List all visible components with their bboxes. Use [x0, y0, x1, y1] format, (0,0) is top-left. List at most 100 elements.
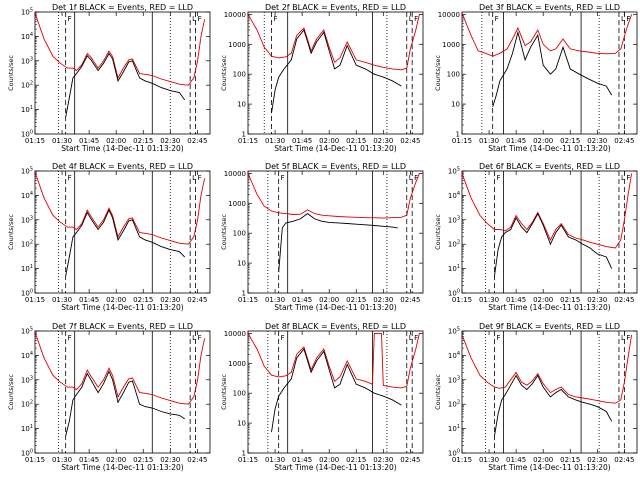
y-tick-label: 102: [21, 81, 33, 90]
x-tick-label: 01:30: [479, 456, 499, 464]
x-tick-label: 02:30: [587, 296, 607, 304]
plot-frame: [247, 170, 424, 294]
x-tick-label: 02:00: [106, 296, 126, 304]
series-line-lld: [248, 173, 420, 219]
series-line-lld: [35, 12, 206, 86]
x-tick-label: 02:15: [133, 456, 153, 464]
y-tick-label: 1: [242, 290, 246, 298]
series-line-events: [492, 30, 613, 108]
x-tick-label: 01:45: [292, 137, 312, 145]
y-tick-label: 100: [21, 289, 33, 298]
detector-panel-7: Det 7f BLACK = Events, RED = LLD 100 101 10…: [7, 322, 211, 472]
detector-panel-2: Det 2f BLACK = Events, RED = LLD 1 10 100 10…: [220, 3, 424, 153]
y-tick-label: 101: [448, 424, 460, 433]
flag-marker: F: [281, 174, 285, 182]
x-axis-label: Start Time (14-Dec-11 01:13:20): [488, 144, 610, 153]
panel-title: Det 5f BLACK = Events, RED = LLD: [265, 162, 406, 171]
flag-marker: F: [68, 174, 72, 182]
flag-marker: L: [621, 15, 625, 23]
y-tick-label: 104: [448, 191, 460, 200]
x-tick-label: 02:15: [346, 296, 366, 304]
flag-marker: F: [626, 174, 630, 182]
plot-frame: [247, 11, 424, 135]
x-tick-label: 02:00: [319, 137, 339, 145]
x-tick-label: 02:00: [319, 296, 339, 304]
y-tick-label: 1000: [228, 200, 246, 208]
x-tick-label: 02:00: [319, 456, 339, 464]
x-tick-label: 02:45: [187, 296, 207, 304]
y-tick-label: 105: [21, 8, 33, 17]
y-tick-label: 100: [21, 449, 33, 458]
x-tick-label: 01:30: [265, 137, 285, 145]
y-tick-label: 102: [448, 400, 460, 409]
x-tick-label: 01:45: [292, 296, 312, 304]
series-line-events: [271, 348, 402, 433]
y-tick-label: 103: [21, 56, 33, 65]
y-tick-label: 1: [242, 450, 246, 458]
x-tick-label: 02:45: [187, 137, 207, 145]
x-axis-label: Start Time (14-Dec-11 01:13:20): [274, 463, 396, 472]
flag-marker: F: [414, 15, 418, 23]
x-tick-label: 01:15: [238, 137, 258, 145]
x-tick-label: 01:15: [452, 137, 472, 145]
y-tick-label: 102: [448, 240, 460, 249]
panel-title: Det 1f BLACK = Events, RED = LLD: [52, 3, 193, 12]
flag-marker: L: [409, 334, 413, 342]
x-tick-label: 02:30: [587, 137, 607, 145]
x-tick-label: 01:30: [479, 137, 499, 145]
y-tick-label: 102: [21, 400, 33, 409]
plot-frame: [247, 330, 424, 454]
x-axis-label: Start Time (14-Dec-11 01:13:20): [488, 303, 610, 312]
y-tick-label: 101: [21, 424, 33, 433]
y-tick-label: 10000: [224, 330, 246, 338]
x-axis-label: Start Time (14-Dec-11 01:13:20): [61, 144, 183, 153]
y-axis-label: Counts/sec: [7, 55, 15, 91]
y-tick-label: 1000: [442, 41, 460, 49]
x-tick-label: 01:30: [52, 137, 72, 145]
y-tick-label: 101: [448, 264, 460, 273]
y-tick-label: 10: [237, 420, 246, 428]
y-tick-label: 103: [21, 375, 33, 384]
x-tick-label: 02:15: [560, 456, 580, 464]
series-line-lld: [248, 332, 420, 389]
y-tick-label: 10000: [224, 170, 246, 178]
plot-frame: [34, 11, 211, 135]
x-tick-label: 01:15: [238, 456, 258, 464]
panel-title: Det 8f BLACK = Events, RED = LLD: [265, 322, 406, 331]
flag-marker: L: [621, 334, 625, 342]
y-tick-label: 103: [448, 375, 460, 384]
flag-marker: L: [621, 174, 625, 182]
flag-marker: F: [198, 15, 202, 23]
series-line-events: [65, 209, 186, 276]
plot-frame: [34, 170, 211, 294]
x-tick-label: 01:45: [79, 296, 99, 304]
flag-marker: F: [68, 15, 72, 23]
detector-panel-1: Det 1f BLACK = Events, RED = LLD 100 101 10…: [7, 3, 211, 153]
x-tick-label: 01:45: [79, 137, 99, 145]
x-tick-label: 02:30: [160, 456, 180, 464]
flag-marker: L: [192, 334, 196, 342]
y-tick-label: 105: [21, 167, 33, 176]
x-tick-label: 02:30: [587, 456, 607, 464]
x-tick-label: 02:15: [133, 296, 153, 304]
x-tick-label: 01:45: [292, 456, 312, 464]
flag-marker: F: [68, 334, 72, 342]
x-tick-label: 01:30: [265, 456, 285, 464]
x-tick-label: 01:30: [479, 296, 499, 304]
x-tick-label: 01:30: [265, 296, 285, 304]
x-tick-label: 02:00: [533, 137, 553, 145]
flag-marker: F: [414, 174, 418, 182]
x-tick-label: 01:30: [52, 296, 72, 304]
flag-marker: L: [409, 15, 413, 23]
x-tick-label: 01:15: [452, 456, 472, 464]
flag-marker: F: [414, 334, 418, 342]
y-tick-label: 104: [448, 351, 460, 360]
series-line-lld: [462, 173, 633, 249]
panel-title: Det 2f BLACK = Events, RED = LLD: [265, 3, 406, 12]
y-tick-label: 10: [237, 101, 246, 109]
y-tick-label: 100: [448, 289, 460, 298]
y-axis-label: Counts/sec: [7, 214, 15, 250]
series-line-events: [494, 374, 613, 436]
x-tick-label: 02:45: [614, 137, 634, 145]
